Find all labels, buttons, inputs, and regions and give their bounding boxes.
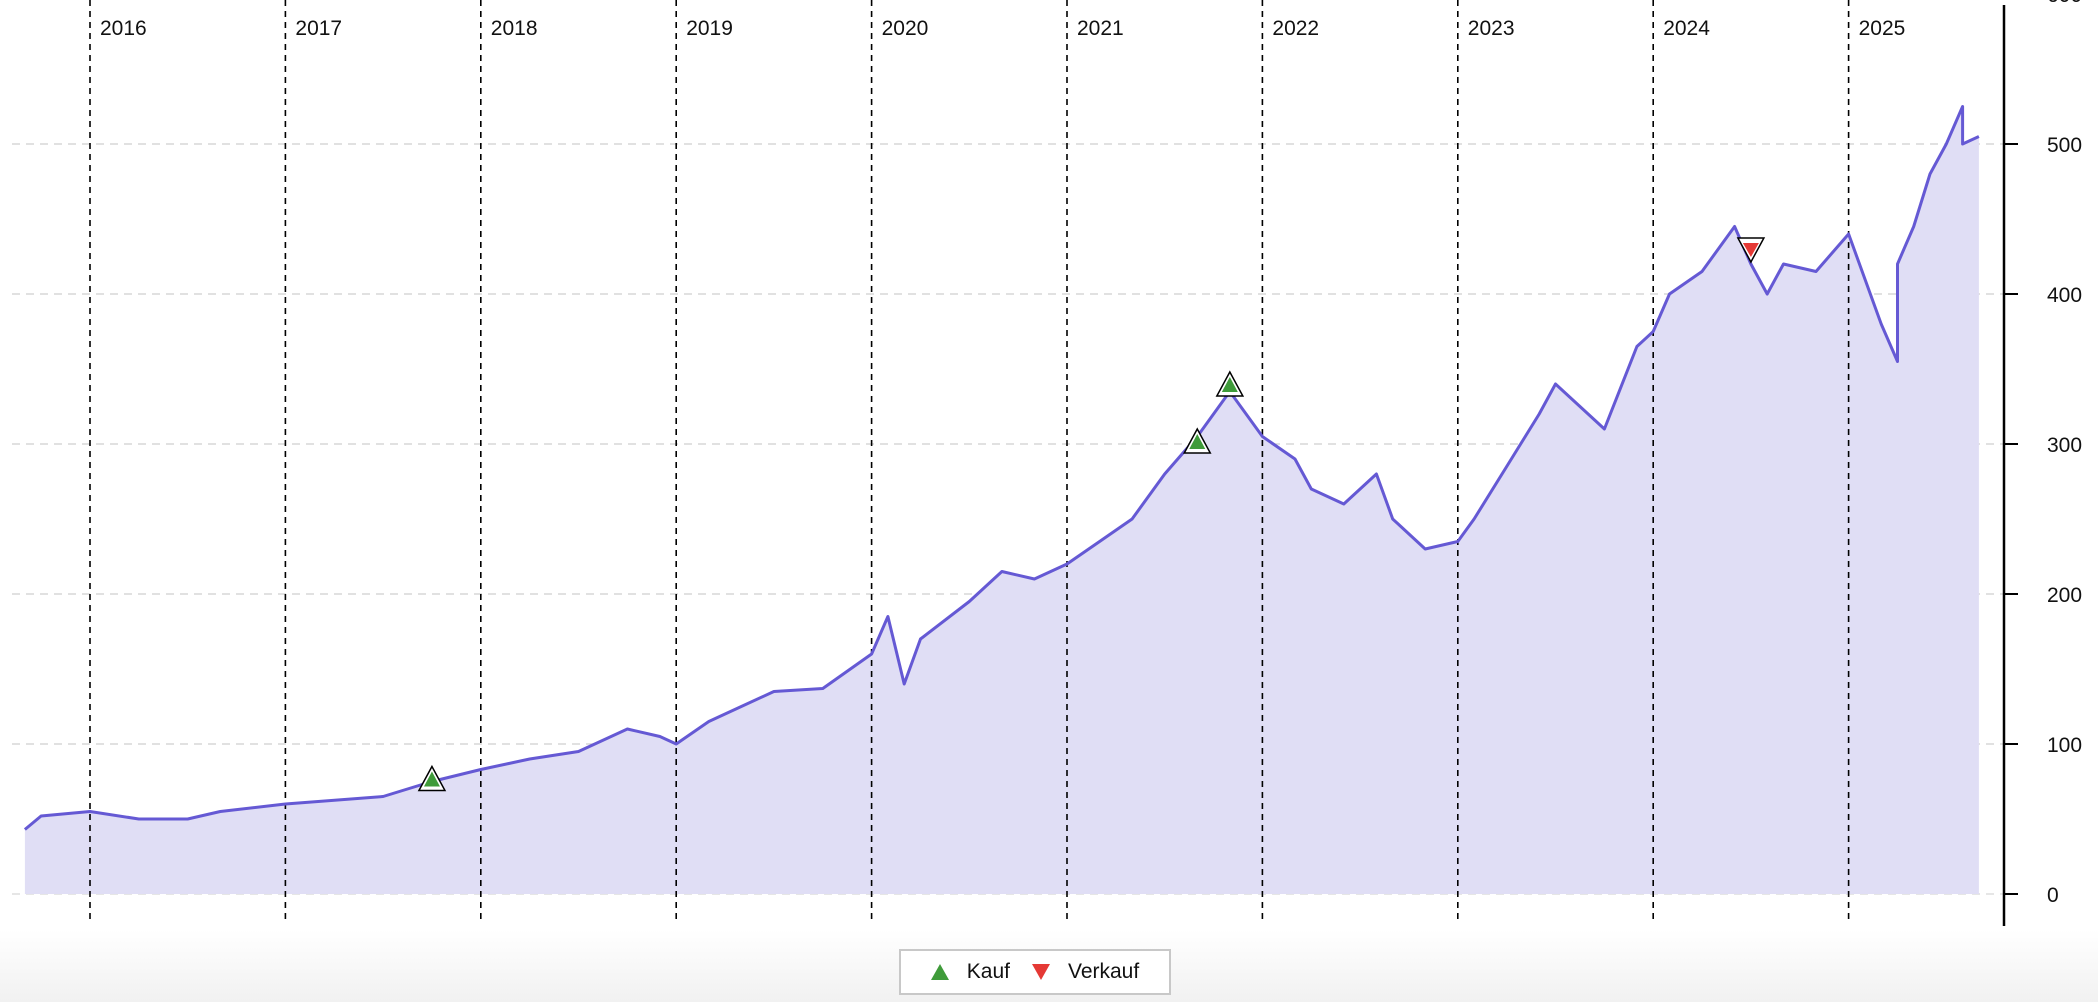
x-tick-label: 2017 [295,17,342,40]
x-tick-label: 2016 [100,17,147,40]
y-tick-label: 0 [2047,884,2059,907]
x-tick-label: 2020 [882,17,929,40]
buy-marker [1221,377,1238,392]
price-area [24,106,1979,894]
x-tick-label: 2025 [1859,17,1906,40]
sell-marker [1742,243,1759,257]
x-tick-label: 2024 [1663,17,1710,40]
legend-sell-label: Verkauf [1067,960,1140,983]
legend-item-buy[interactable]: Kauf [930,960,1010,984]
y-tick-label: 200 [2047,584,2082,607]
x-tick-label: 2021 [1077,17,1124,40]
triangle-up-icon [930,964,949,980]
triangle-down-icon [1031,964,1050,980]
buy-marker [423,771,440,787]
x-tick-label: 2019 [686,17,733,40]
price-line [23,105,1980,831]
price-chart: 0 100 200 300 400 500 600 2016 2017 2018 2019 2020 2… [12,0,2082,926]
buy-marker [1189,434,1206,449]
x-tick-label: 2022 [1272,17,1319,40]
y-tick-label: 500 [2047,134,2082,157]
y-tick-label: 100 [2047,734,2082,757]
legend-item-sell[interactable]: Verkauf [1031,960,1140,984]
x-tick-label: 2018 [491,17,538,40]
legend-buy-label: Kauf [966,960,1010,983]
y-tick-label: 300 [2047,434,2082,457]
legend: Kauf Verkauf [899,949,1171,995]
y-tick-label: 400 [2047,284,2082,307]
x-tick-label: 2023 [1468,17,1515,40]
y-tick-label: 600 [2047,0,2082,7]
